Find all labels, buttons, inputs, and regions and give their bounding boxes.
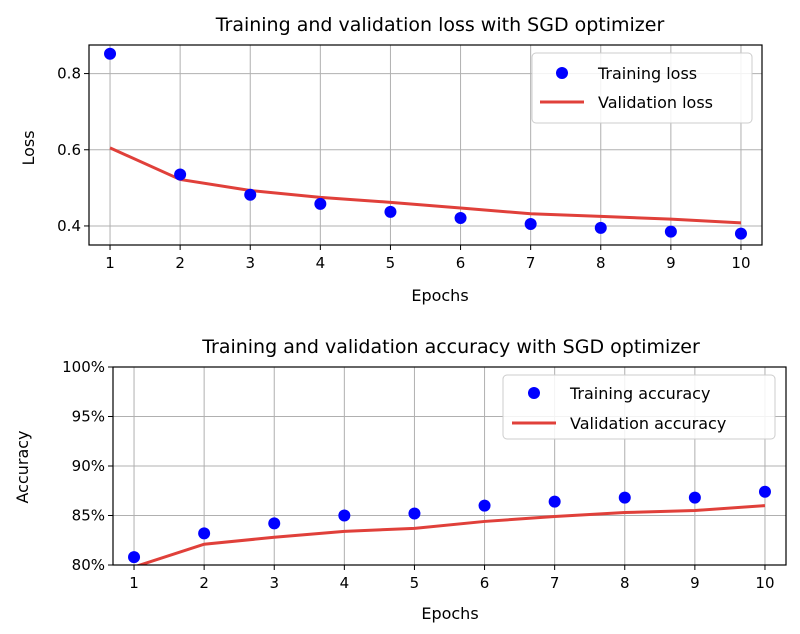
accuracy-legend: Training accuracy Validation accuracy	[502, 374, 776, 440]
accuracy-x-tick-label: 8	[620, 574, 630, 592]
accuracy-y-tick-label: 100%	[62, 358, 105, 376]
accuracy-legend-label: Validation accuracy	[570, 414, 726, 433]
loss-x-tick-label: 10	[731, 254, 750, 272]
accuracy-training-point	[688, 491, 701, 504]
loss-x-tick-label: 4	[316, 254, 326, 272]
loss-y-tick-label: 0.8	[57, 65, 81, 83]
accuracy-y-tick-label: 80%	[72, 556, 105, 574]
loss-chart-title: Training and validation loss with SGD op…	[215, 14, 665, 36]
loss-x-tick-label: 5	[386, 254, 396, 272]
accuracy-training-point	[548, 495, 561, 508]
accuracy-training-point	[268, 517, 281, 530]
accuracy-x-tick-label: 4	[340, 574, 350, 592]
loss-x-tick-label: 6	[456, 254, 466, 272]
accuracy-x-tick-label: 5	[410, 574, 420, 592]
loss-legend: Training loss Validation loss	[531, 52, 753, 124]
loss-chart: Training and validation loss with SGD op…	[19, 14, 763, 305]
loss-plot-area	[104, 47, 747, 240]
accuracy-chart-title: Training and validation accuracy with SG…	[201, 336, 700, 358]
accuracy-training-point	[338, 509, 351, 522]
loss-x-tick-label: 3	[245, 254, 255, 272]
loss-training-point	[104, 47, 117, 60]
loss-legend-box	[531, 52, 753, 124]
loss-x-tick-label: 2	[175, 254, 185, 272]
accuracy-y-tick-label: 85%	[72, 507, 105, 525]
accuracy-validation-line	[135, 504, 766, 565]
accuracy-chart: Training and validation accuracy with SG…	[13, 336, 787, 623]
loss-x-tick-label: 1	[105, 254, 115, 272]
accuracy-plot-area	[128, 485, 771, 565]
accuracy-training-point	[618, 491, 631, 504]
loss-x-axis-label: Epochs	[411, 286, 468, 305]
accuracy-training-point	[198, 527, 211, 540]
loss-training-point	[734, 227, 747, 240]
accuracy-legend-label: Training accuracy	[569, 384, 710, 403]
loss-training-point	[244, 188, 257, 201]
accuracy-y-tick-label: 95%	[72, 408, 105, 426]
accuracy-training-point	[478, 499, 491, 512]
accuracy-x-tick-label: 3	[269, 574, 279, 592]
loss-x-tick-label: 7	[526, 254, 536, 272]
loss-training-point	[384, 205, 397, 218]
loss-y-axis-label: Loss	[19, 130, 38, 165]
loss-training-point	[524, 218, 537, 231]
accuracy-training-point	[408, 507, 421, 520]
accuracy-x-tick-label: 6	[480, 574, 490, 592]
loss-training-point	[664, 225, 677, 238]
loss-training-point	[314, 197, 327, 210]
accuracy-training-point	[128, 551, 141, 564]
loss-legend-marker-training	[556, 67, 568, 79]
accuracy-legend-box	[502, 374, 776, 440]
accuracy-x-tick-label: 10	[755, 574, 774, 592]
loss-y-tick-label: 0.4	[57, 217, 81, 235]
loss-axes-frame	[88, 44, 763, 246]
accuracy-x-tick-label: 2	[199, 574, 209, 592]
loss-training-point	[594, 221, 607, 234]
accuracy-axes-frame	[112, 366, 787, 566]
accuracy-y-tick-label: 90%	[72, 457, 105, 475]
accuracy-x-tick-label: 1	[129, 574, 139, 592]
accuracy-legend-marker-training	[528, 387, 540, 399]
loss-legend-label: Validation loss	[598, 93, 713, 112]
loss-validation-line	[109, 146, 742, 225]
accuracy-x-tick-label: 9	[690, 574, 700, 592]
accuracy-y-axis-label: Accuracy	[13, 430, 32, 503]
accuracy-x-axis-label: Epochs	[421, 604, 478, 623]
loss-y-tick-label: 0.6	[57, 141, 81, 159]
loss-x-tick-label: 8	[596, 254, 606, 272]
accuracy-training-point	[758, 485, 771, 498]
loss-legend-label: Training loss	[597, 64, 697, 83]
loss-training-point	[174, 168, 187, 181]
loss-x-tick-label: 9	[666, 254, 676, 272]
loss-training-point	[454, 211, 467, 224]
accuracy-x-tick-label: 7	[550, 574, 560, 592]
